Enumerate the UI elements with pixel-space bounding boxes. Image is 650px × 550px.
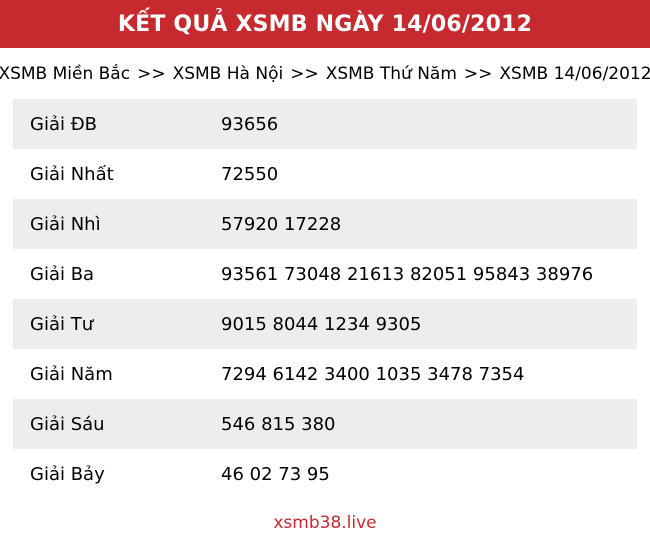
- breadcrumb-separator: >>: [137, 63, 166, 84]
- breadcrumb-link-xsmb-mien-bac[interactable]: XSMB Miền Bắc: [0, 63, 131, 84]
- prize-numbers: 7294 6142 3400 1035 3478 7354: [221, 363, 525, 385]
- breadcrumb-link-xsmb-thu-nam[interactable]: XSMB Thứ Năm: [325, 63, 457, 84]
- prize-label: Giải Nhì: [30, 213, 101, 235]
- prize-numbers: 93561 73048 21613 82051 95843 38976: [221, 263, 594, 285]
- prize-label: Giải Bảy: [30, 463, 105, 485]
- prize-label: Giải Năm: [30, 363, 113, 385]
- table-row-giai-tu: Giải Tư 9015 8044 1234 9305: [13, 299, 637, 349]
- prize-numbers: 9015 8044 1234 9305: [221, 313, 422, 335]
- breadcrumb-separator: >>: [290, 63, 319, 84]
- prize-label: Giải Ba: [30, 263, 95, 285]
- header-bar: KẾT QUẢ XSMB NGÀY 14/06/2012: [0, 0, 650, 48]
- prize-numbers: 72550: [221, 163, 279, 185]
- prize-numbers: 46 02 73 95: [221, 463, 330, 485]
- table-row-giai-ba: Giải Ba 93561 73048 21613 82051 95843 38…: [13, 249, 637, 299]
- prize-numbers: 546 815 380: [221, 413, 336, 435]
- prize-label: Giải Tư: [30, 313, 94, 335]
- prize-label: Giải Nhất: [30, 163, 114, 185]
- page-title: KẾT QUẢ XSMB NGÀY 14/06/2012: [117, 11, 533, 37]
- breadcrumb-link-xsmb-date[interactable]: XSMB 14/06/2012: [499, 63, 650, 84]
- prize-label: Giải Sáu: [30, 413, 105, 435]
- footer-site-link[interactable]: xsmb38.live: [273, 513, 377, 533]
- breadcrumb-link-xsmb-ha-noi[interactable]: XSMB Hà Nội: [172, 63, 284, 84]
- table-row-giai-nhat: Giải Nhất 72550: [13, 149, 637, 199]
- table-row-giai-sau: Giải Sáu 546 815 380: [13, 399, 637, 449]
- prize-numbers: 93656: [221, 113, 279, 135]
- prize-numbers: 57920 17228: [221, 213, 342, 235]
- footer: xsmb38.live: [0, 513, 650, 533]
- breadcrumb-separator: >>: [463, 63, 493, 84]
- table-row-giai-nam: Giải Năm 7294 6142 3400 1035 3478 7354: [13, 349, 637, 399]
- table-row-giai-nhi: Giải Nhì 57920 17228: [13, 199, 637, 249]
- breadcrumb: XSMB Miền Bắc >> XSMB Hà Nội >> XSMB Thứ…: [0, 48, 650, 99]
- results-table: Giải ĐB 93656 Giải Nhất 72550 Giải Nhì 5…: [13, 99, 637, 499]
- prize-label: Giải ĐB: [30, 113, 97, 135]
- table-row-giai-db: Giải ĐB 93656: [13, 99, 637, 149]
- table-row-giai-bay: Giải Bảy 46 02 73 95: [13, 449, 637, 499]
